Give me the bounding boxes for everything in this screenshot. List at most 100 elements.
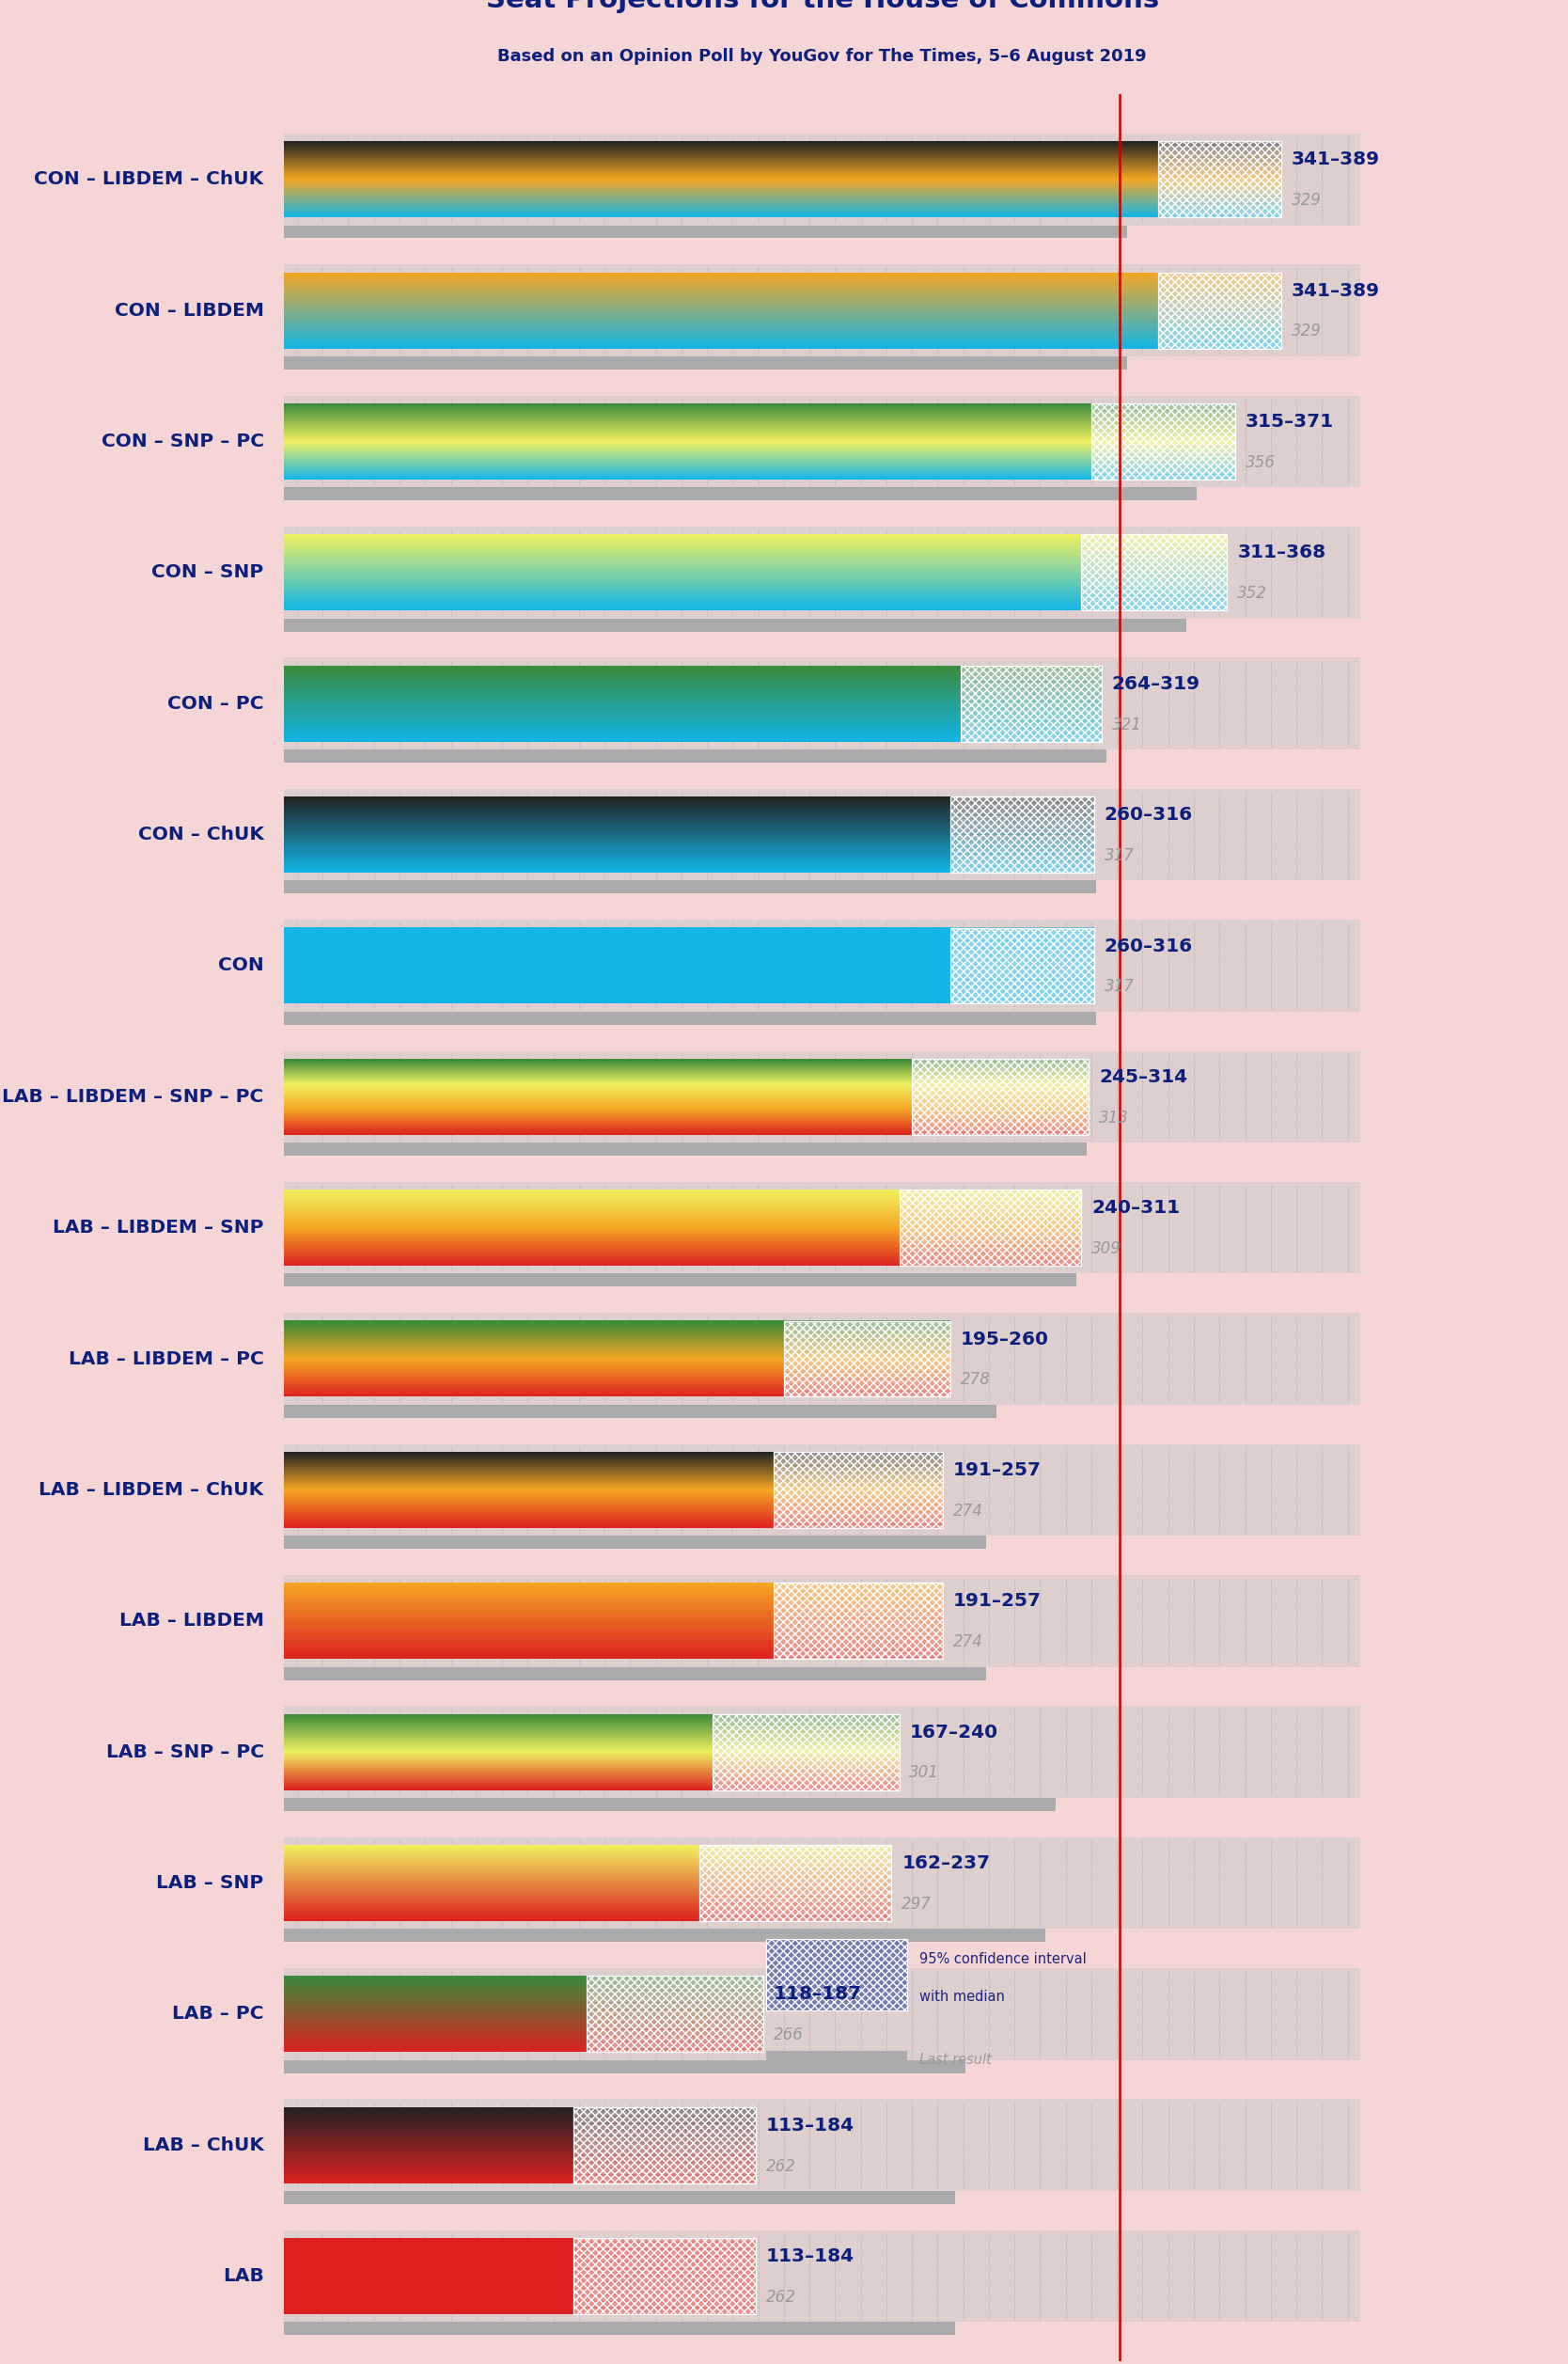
Bar [284,265,1361,357]
Bar [586,1976,764,2052]
Bar [574,2239,756,2314]
Bar [773,1584,942,1660]
Bar [284,1012,1096,1024]
Text: 315–371: 315–371 [1245,414,1333,430]
Text: 329: 329 [1290,191,1322,208]
Text: 260–316: 260–316 [1104,936,1193,955]
Bar [699,1844,892,1922]
Text: 262: 262 [765,2158,797,2175]
Bar [284,2321,955,2336]
Bar [765,1938,906,2012]
Bar [284,790,1361,879]
Text: with median: with median [920,1990,1005,2005]
Bar [284,225,1127,239]
Bar [773,1584,942,1660]
Text: Seat Projections for the House of Commons: Seat Projections for the House of Common… [486,0,1159,12]
Text: 356: 356 [1245,454,1275,470]
Bar [284,1404,997,1418]
Text: 278: 278 [961,1371,991,1388]
Bar [765,1938,906,2012]
Text: CON: CON [218,957,263,974]
Text: 274: 274 [953,1634,983,1650]
Bar [284,132,1361,225]
Bar [284,749,1107,764]
Text: 301: 301 [909,1764,939,1782]
Text: CON – LIBDEM – ChUK: CON – LIBDEM – ChUK [34,170,263,189]
Bar [765,1938,906,2012]
Bar [284,2229,1361,2321]
Text: LAB – ChUK: LAB – ChUK [143,2137,263,2154]
Bar [699,1844,892,1922]
Text: 329: 329 [1290,324,1322,340]
Text: 321: 321 [1112,716,1142,733]
Bar [1091,404,1236,480]
Text: CON – SNP: CON – SNP [152,563,263,582]
Bar [284,527,1361,619]
Bar [1159,272,1281,348]
Bar [784,1321,950,1397]
Bar [284,487,1196,501]
Bar [284,657,1361,749]
Bar [284,1274,1076,1286]
Bar [284,1799,1055,1811]
Bar [284,619,1185,631]
Text: CON – SNP – PC: CON – SNP – PC [100,433,263,452]
Bar [284,2059,966,2073]
Text: 95% confidence interval: 95% confidence interval [920,1953,1087,1967]
Bar [1159,142,1281,217]
Text: LAB – LIBDEM – SNP – PC: LAB – LIBDEM – SNP – PC [2,1087,263,1106]
Bar [284,1707,1361,1799]
Text: 309: 309 [1091,1241,1121,1258]
Bar [712,1714,898,1790]
Text: 167–240: 167–240 [909,1723,997,1742]
Bar [784,1321,950,1397]
Bar [574,2106,756,2184]
Text: LAB – LIBDEM – PC: LAB – LIBDEM – PC [69,1350,263,1369]
Text: CON – LIBDEM: CON – LIBDEM [114,303,263,319]
Text: 313: 313 [1099,1109,1129,1125]
Bar [950,927,1094,1005]
Bar [950,927,1094,1005]
Text: 266: 266 [773,2026,803,2042]
Text: Last result: Last result [920,2052,993,2066]
Bar [574,2106,756,2184]
Bar [1159,142,1281,217]
Text: 191–257: 191–257 [953,1461,1041,1480]
Text: 274: 274 [953,1504,983,1520]
Bar [574,2239,756,2314]
Text: 317: 317 [1104,846,1134,865]
Bar [284,2191,955,2203]
Bar [1080,534,1228,610]
Text: LAB – SNP – PC: LAB – SNP – PC [105,1742,263,1761]
Text: 118–187: 118–187 [773,1986,862,2002]
Bar [765,2052,906,2068]
Text: 341–389: 341–389 [1290,281,1380,300]
Text: CON – PC: CON – PC [168,695,263,712]
Text: 260–316: 260–316 [1104,806,1193,825]
Bar [284,395,1361,487]
Bar [898,1189,1080,1265]
Text: 341–389: 341–389 [1290,151,1380,168]
Bar [284,1929,1046,1941]
Bar [284,879,1096,894]
Text: LAB – SNP: LAB – SNP [157,1875,263,1891]
Bar [898,1189,1080,1265]
Bar [284,920,1361,1012]
Bar [773,1451,942,1527]
Bar [773,1451,942,1527]
Bar [284,1052,1361,1142]
Text: Based on an Opinion Poll by YouGov for The Times, 5–6 August 2019: Based on an Opinion Poll by YouGov for T… [497,47,1146,66]
Text: 311–368: 311–368 [1237,544,1327,563]
Bar [284,2099,1361,2191]
Text: LAB – PC: LAB – PC [172,2005,263,2024]
Text: 113–184: 113–184 [765,2248,855,2265]
Bar [913,1059,1088,1135]
Bar [284,1444,1361,1537]
Text: 245–314: 245–314 [1099,1069,1187,1085]
Bar [284,1667,986,1681]
Text: LAB – LIBDEM – ChUK: LAB – LIBDEM – ChUK [39,1480,263,1499]
Text: 264–319: 264–319 [1112,676,1200,693]
Bar [950,797,1094,872]
Text: 240–311: 240–311 [1091,1199,1179,1217]
Bar [961,667,1102,742]
